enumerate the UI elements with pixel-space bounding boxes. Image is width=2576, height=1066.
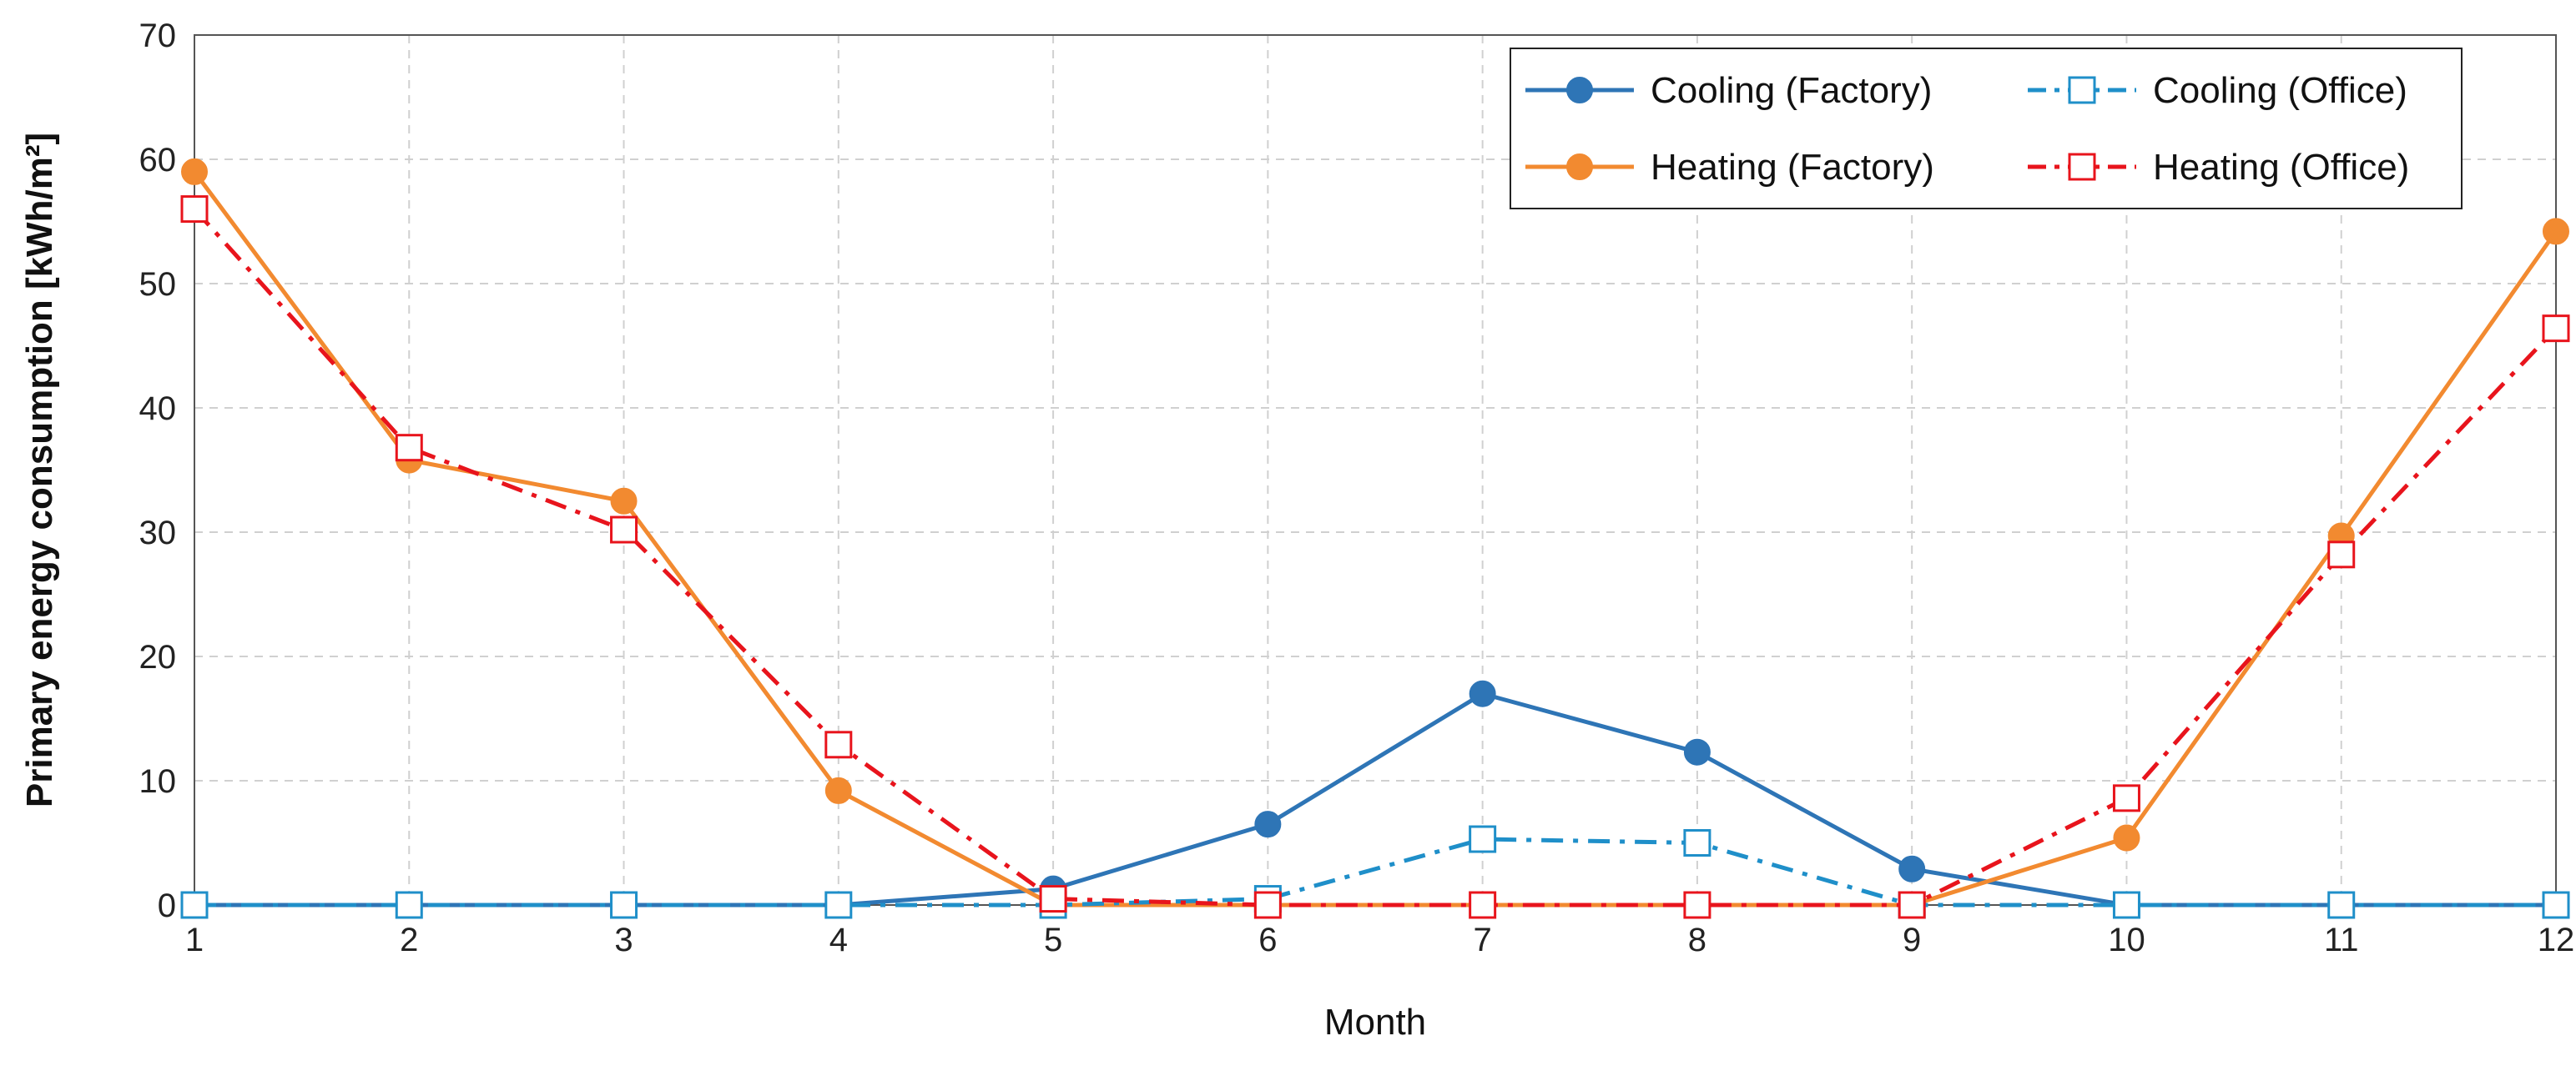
- x-tick-label: 8: [1688, 922, 1706, 958]
- cooling-office-point: [395, 891, 423, 919]
- heating-factory-point: [2543, 218, 2569, 245]
- heating-office-point: [2542, 314, 2570, 343]
- series-heating-factory: [181, 158, 2569, 918]
- x-tick-label: 12: [2538, 922, 2575, 958]
- heating-office-point: [1253, 891, 1282, 919]
- legend-item-cooling-factory: Cooling (Factory): [1525, 70, 1932, 111]
- cooling-office-point: [824, 891, 853, 919]
- y-tick-label: 10: [139, 763, 177, 800]
- y-tick-label: 60: [139, 142, 177, 179]
- y-tick-label: 20: [139, 639, 177, 676]
- x-tick-label: 11: [2324, 922, 2359, 958]
- legend-heating-office-point: [2068, 153, 2096, 181]
- cooling-office-line: [194, 837, 2556, 908]
- cooling-office-point: [1469, 825, 1497, 853]
- legend-label: Cooling (Factory): [1651, 70, 1932, 111]
- series-layer: [180, 158, 2570, 919]
- legend-cooling-factory-point: [1566, 77, 1593, 103]
- heating-factory-point: [2113, 824, 2140, 852]
- heating-office-line: [193, 207, 2558, 908]
- y-tick-label: 40: [139, 390, 177, 427]
- x-axis-title: Month: [1324, 1002, 1426, 1043]
- heating-office-point: [1469, 891, 1497, 919]
- x-tick-label: 7: [1474, 922, 1492, 958]
- legend-item-cooling-office: Cooling (Office): [2028, 70, 2407, 111]
- legend-cooling-office-point: [2068, 76, 2096, 104]
- cooling-office-point: [610, 891, 638, 919]
- x-tick-label: 3: [614, 922, 633, 958]
- cooling-factory-point: [1254, 811, 1282, 838]
- cooling-office-point: [1683, 829, 1711, 857]
- heating-office-point: [1683, 891, 1711, 919]
- y-tick-label: 50: [139, 266, 177, 303]
- cooling-office-point: [2542, 891, 2570, 919]
- y-tick-label: 0: [158, 887, 176, 924]
- legend: Cooling (Factory) Cooling (Office) Heating…: [1510, 48, 2463, 209]
- heating-office-point: [1898, 891, 1926, 919]
- cooling-factory-point: [1683, 738, 1711, 766]
- legend-item-heating-factory: Heating (Factory): [1525, 147, 1934, 188]
- cooling-factory-line: [194, 691, 2556, 908]
- x-tick-label: 6: [1258, 922, 1277, 958]
- x-tick-label: 4: [829, 922, 848, 958]
- x-tick-label: 5: [1044, 922, 1062, 958]
- legend-label: Heating (Factory): [1651, 147, 1934, 188]
- legend-items: Cooling (Factory) Cooling (Office) Heating…: [1525, 70, 2409, 188]
- heating-office-point: [824, 731, 853, 759]
- legend-box: [1510, 48, 2463, 209]
- cooling-office-point: [2327, 891, 2356, 919]
- legend-item-heating-office: Heating (Office): [2028, 147, 2409, 188]
- cooling-factory-point: [1898, 855, 1926, 882]
- heating-office-point: [1039, 885, 1067, 913]
- y-axis-title: Primary energy consumption [kWh/m²]: [19, 133, 60, 807]
- heating-factory-point: [181, 158, 208, 185]
- legend-heating-factory-point: [1566, 153, 1593, 180]
- cooling-office-point: [180, 891, 209, 919]
- x-tick-label: 10: [2108, 922, 2145, 958]
- heating-factory-point: [610, 487, 638, 515]
- cooling-factory-point: [1469, 680, 1496, 707]
- heating-factory-line: [192, 170, 2558, 908]
- heating-office-point: [395, 434, 423, 462]
- cooling-office-point: [2112, 891, 2140, 919]
- legend-label: Cooling (Office): [2153, 70, 2407, 111]
- heating-office-point: [180, 195, 209, 224]
- heating-office-point: [2327, 541, 2356, 569]
- heating-office-point: [610, 515, 638, 544]
- series-heating-office: [180, 195, 2570, 919]
- y-tick-label: 70: [139, 18, 177, 54]
- x-tick-label: 9: [1903, 922, 1921, 958]
- x-tick-label: 2: [400, 922, 418, 958]
- x-tick-label: 1: [185, 922, 204, 958]
- series-cooling-office: [180, 825, 2570, 919]
- heating-factory-point: [824, 777, 852, 804]
- legend-label: Heating (Office): [2153, 147, 2409, 188]
- heating-office-point: [2112, 784, 2140, 812]
- y-tick-label: 30: [139, 515, 177, 551]
